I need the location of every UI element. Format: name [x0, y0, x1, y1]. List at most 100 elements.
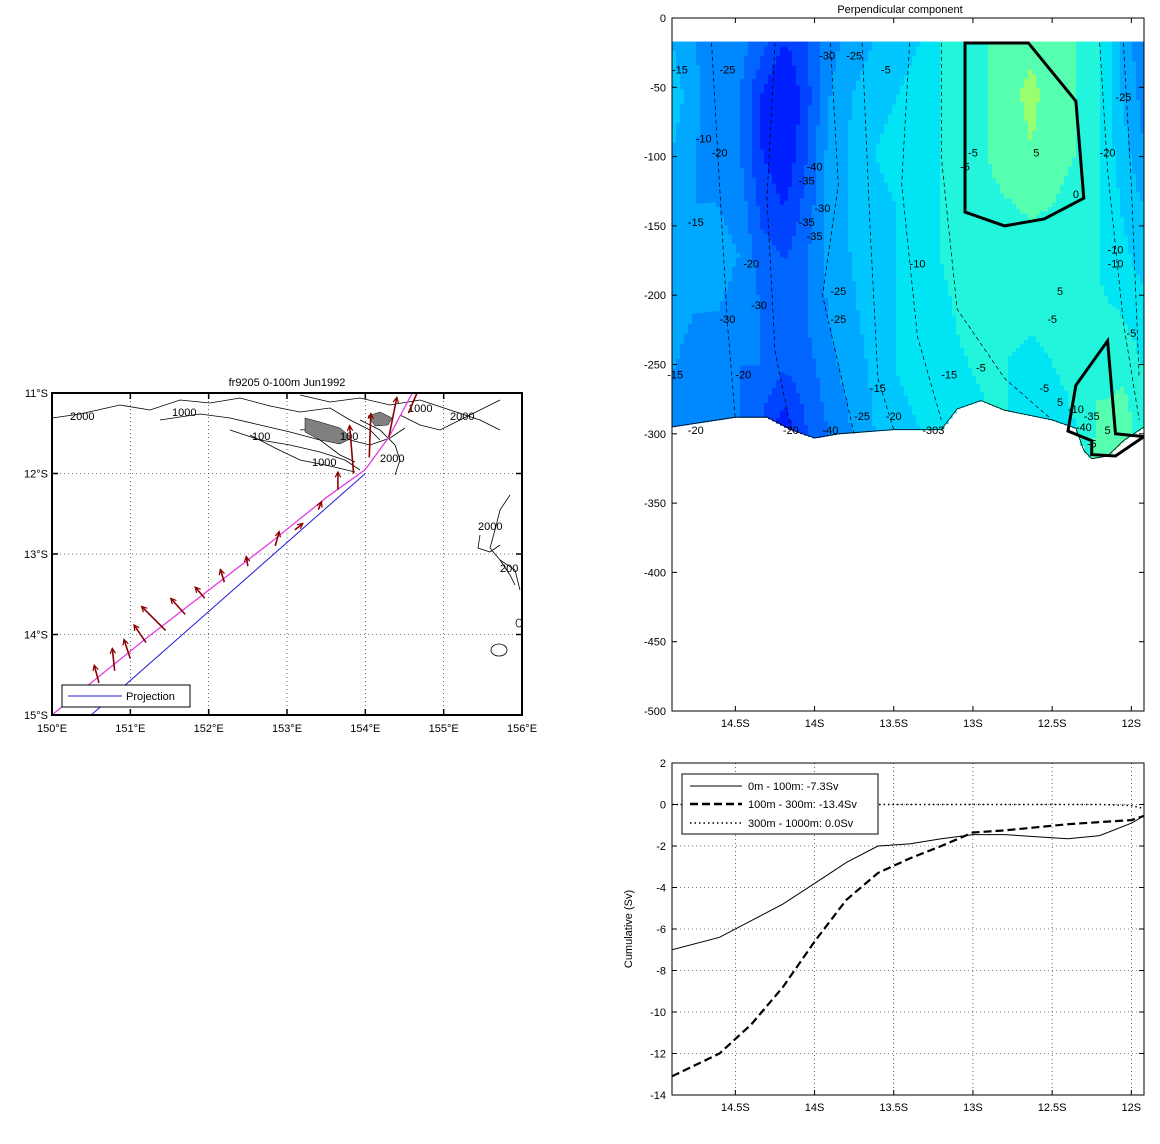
contour-cell [864, 319, 869, 326]
contour-cell [860, 270, 865, 277]
contour-cell [784, 186, 789, 192]
contour-cell [756, 374, 761, 381]
contour-cell [696, 155, 701, 162]
contour-cell [740, 407, 745, 414]
contour-cell [776, 136, 781, 143]
contour-cell [860, 153, 865, 160]
contour-cell [896, 400, 901, 406]
contour-cell [840, 154, 845, 160]
contour-cell [884, 308, 889, 315]
contour-cell [712, 117, 717, 123]
contour-cell [864, 295, 869, 301]
contour-cell [684, 367, 689, 373]
contour-cell [808, 431, 813, 437]
map-ytick-label: 14°S [24, 630, 48, 642]
contour-cell [768, 234, 773, 241]
contour-cell [780, 286, 785, 292]
contour-cell [836, 85, 841, 92]
contour-cell [796, 163, 801, 170]
contour-cell [676, 406, 681, 413]
contour-cell [868, 241, 873, 247]
contour-cell [900, 182, 905, 188]
contour-cell [856, 90, 861, 96]
contour-cell [772, 278, 777, 284]
contour-cell [852, 403, 857, 409]
contour-cell [704, 350, 709, 356]
contour-cell [716, 51, 721, 57]
contour-cell [864, 329, 869, 335]
contour-cell [704, 74, 709, 81]
contour-cell [708, 397, 713, 403]
contour-cell [824, 120, 829, 126]
contour-cell [680, 247, 685, 254]
contour-cell [868, 129, 873, 135]
contour-cell [828, 386, 833, 392]
contour-cell [716, 405, 721, 411]
contour-cell [872, 109, 877, 116]
contour-cell [708, 193, 713, 199]
contour-cell [788, 148, 793, 154]
contour-cell [688, 271, 693, 277]
contour-cell [756, 187, 761, 193]
map-title: fr9205 0-100m Jun1992 [229, 377, 346, 389]
contour-cell [796, 373, 801, 380]
contour-cell [836, 120, 841, 126]
contour-cell [796, 51, 801, 57]
contour-cell [836, 70, 841, 77]
contour-cell [768, 414, 773, 420]
contour-cell [824, 228, 829, 235]
contour-cell [816, 348, 821, 354]
contour-cell [816, 130, 821, 137]
contour-cell [692, 375, 697, 382]
contour-cell [860, 51, 865, 57]
contour-cell [812, 91, 817, 97]
contour-cell [760, 360, 765, 367]
contour-cell [904, 303, 909, 309]
contour-cell [868, 104, 873, 111]
contour-cell [908, 405, 913, 411]
contour-cell [856, 144, 861, 150]
contour-cell [832, 169, 837, 175]
contour-cell [724, 225, 729, 231]
contour-cell [776, 346, 781, 353]
contour-cell [824, 199, 829, 205]
contour-cell [776, 89, 781, 95]
contour-cell [716, 348, 721, 355]
contour-cell [900, 405, 905, 411]
contour-cell [908, 390, 913, 397]
contour-cell [844, 266, 849, 273]
contour-cell [904, 255, 909, 261]
contour-cell [888, 274, 893, 281]
contour-cell [876, 367, 881, 374]
contour-cell [676, 363, 681, 369]
contour-cell [772, 117, 777, 123]
contour-cell [812, 254, 817, 261]
contour-cell [892, 293, 897, 300]
contour-cell [704, 274, 709, 280]
contour-cell [788, 206, 793, 212]
contour-cell [784, 321, 789, 327]
contour-cell [764, 224, 769, 230]
contour-cell [884, 158, 889, 164]
contour-cell [768, 183, 773, 189]
contour-cell [696, 227, 701, 233]
contour-cell [892, 65, 897, 72]
contour-cell [824, 332, 829, 338]
contour-cell [908, 250, 913, 256]
contour-cell [744, 379, 749, 385]
contour-cell [680, 118, 685, 124]
contour-cell [696, 236, 701, 243]
contour-line [52, 397, 381, 441]
contour-cell [700, 360, 705, 366]
contour-cell [868, 368, 873, 374]
contour-cell [908, 269, 913, 276]
contour-cell [688, 151, 693, 157]
contour-cell [864, 56, 869, 62]
contour-cell [912, 322, 917, 329]
contour-cell [812, 96, 817, 102]
contour-cell [824, 223, 829, 230]
contour-cell [824, 184, 829, 191]
contour-cell [904, 119, 909, 125]
contour-cell [868, 358, 873, 364]
contour-cell [728, 46, 733, 52]
